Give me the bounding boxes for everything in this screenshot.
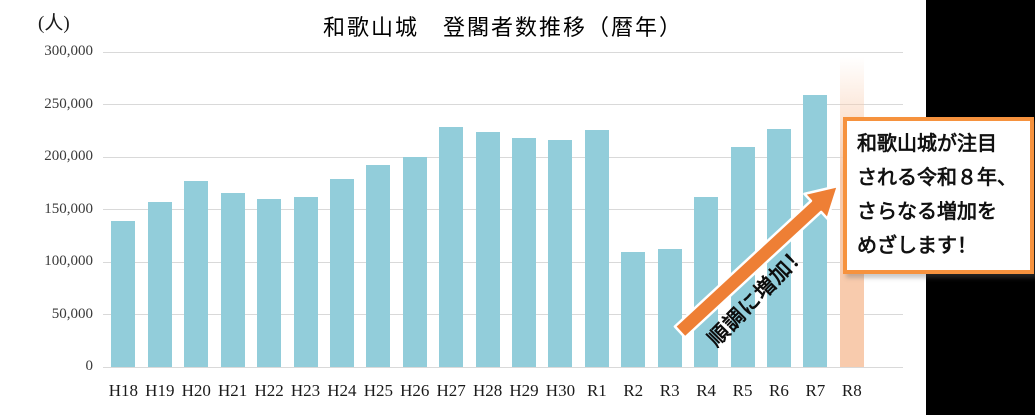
x-axis-label-H27: H27	[436, 381, 466, 400]
bar-R2	[621, 251, 646, 367]
x-axis-label-H18: H18	[108, 381, 139, 400]
gridline-300,000	[103, 51, 903, 53]
bar-H28	[475, 131, 500, 367]
gridline-0	[103, 366, 903, 368]
y-axis-tick-label: 0	[85, 358, 94, 374]
y-axis-tick-label: 100,000	[44, 253, 93, 269]
bar-R1	[584, 129, 609, 367]
x-axis-label-H22: H22	[254, 381, 284, 400]
x-axis-label-H23: H23	[290, 381, 321, 400]
bar-H19	[147, 202, 172, 367]
y-axis-tick-label: 200,000	[44, 148, 93, 164]
bar-R3	[657, 249, 682, 367]
x-axis-label-H29: H29	[509, 381, 539, 400]
bar-H29	[512, 138, 537, 367]
bar-R7	[803, 95, 828, 367]
bar-H26	[402, 157, 427, 367]
bar-H22	[257, 199, 282, 367]
x-axis-label-R7: R7	[805, 381, 826, 400]
callout-line-2: される令和８年、	[857, 167, 1017, 189]
bar-H20	[184, 181, 209, 367]
gridline-100,000	[103, 261, 903, 263]
bar-H30	[548, 140, 573, 367]
x-axis-label-R5: R5	[732, 381, 753, 400]
x-axis-label-H28: H28	[472, 381, 503, 400]
y-axis-tick-label: 250,000	[44, 95, 93, 112]
callout-box: 和歌山城が注目 される令和８年、 さらなる増加を めざします！	[843, 117, 1034, 274]
gridline-50,000	[103, 314, 903, 315]
chart-canvas: (人) 和歌山城 登閣者数推移（暦年） 0 50,000 100,000 150,00…	[0, 0, 926, 415]
x-axis-label-R8: R8	[841, 381, 862, 400]
x-axis-label-R6: R6	[769, 381, 789, 400]
callout-line-1: 和歌山城が注目	[857, 133, 997, 155]
gridline-250,000	[103, 104, 903, 105]
bar-H18	[111, 221, 136, 367]
y-axis-unit-label: (人)	[38, 13, 70, 34]
x-axis-label-R4: R4	[696, 381, 717, 400]
gridline-150,000	[103, 209, 903, 210]
y-axis-tick-label: 300,000	[44, 43, 93, 59]
x-axis-label-R2: R2	[623, 381, 644, 400]
x-axis-label-H25: H25	[363, 381, 393, 400]
x-axis-label-R3: R3	[659, 381, 680, 400]
x-axis-label-H24: H24	[327, 381, 357, 400]
bar-H27	[439, 126, 464, 367]
chart-title: 和歌山城 登閣者数推移（暦年）	[322, 15, 683, 40]
plot-area	[103, 51, 903, 368]
x-axis-label-H20: H20	[181, 381, 211, 400]
bar-H23	[293, 196, 318, 367]
y-axis-tick-label: 50,000	[51, 305, 93, 322]
x-axis-label-H26: H26	[400, 381, 430, 400]
x-axis-label-H19: H19	[145, 381, 175, 400]
gridline-200,000	[103, 156, 903, 158]
y-axis-tick-label: 150,000	[44, 200, 93, 217]
callout-line-4: めざします！	[857, 235, 977, 257]
bar-H24	[329, 179, 354, 367]
bar-H25	[366, 165, 391, 367]
x-axis-label-H21: H21	[218, 381, 248, 400]
callout-line-3: さらなる増加を	[857, 201, 997, 223]
x-axis-label-R1: R1	[586, 381, 607, 400]
x-axis-label-H30: H30	[545, 381, 576, 400]
bar-H21	[220, 192, 245, 367]
